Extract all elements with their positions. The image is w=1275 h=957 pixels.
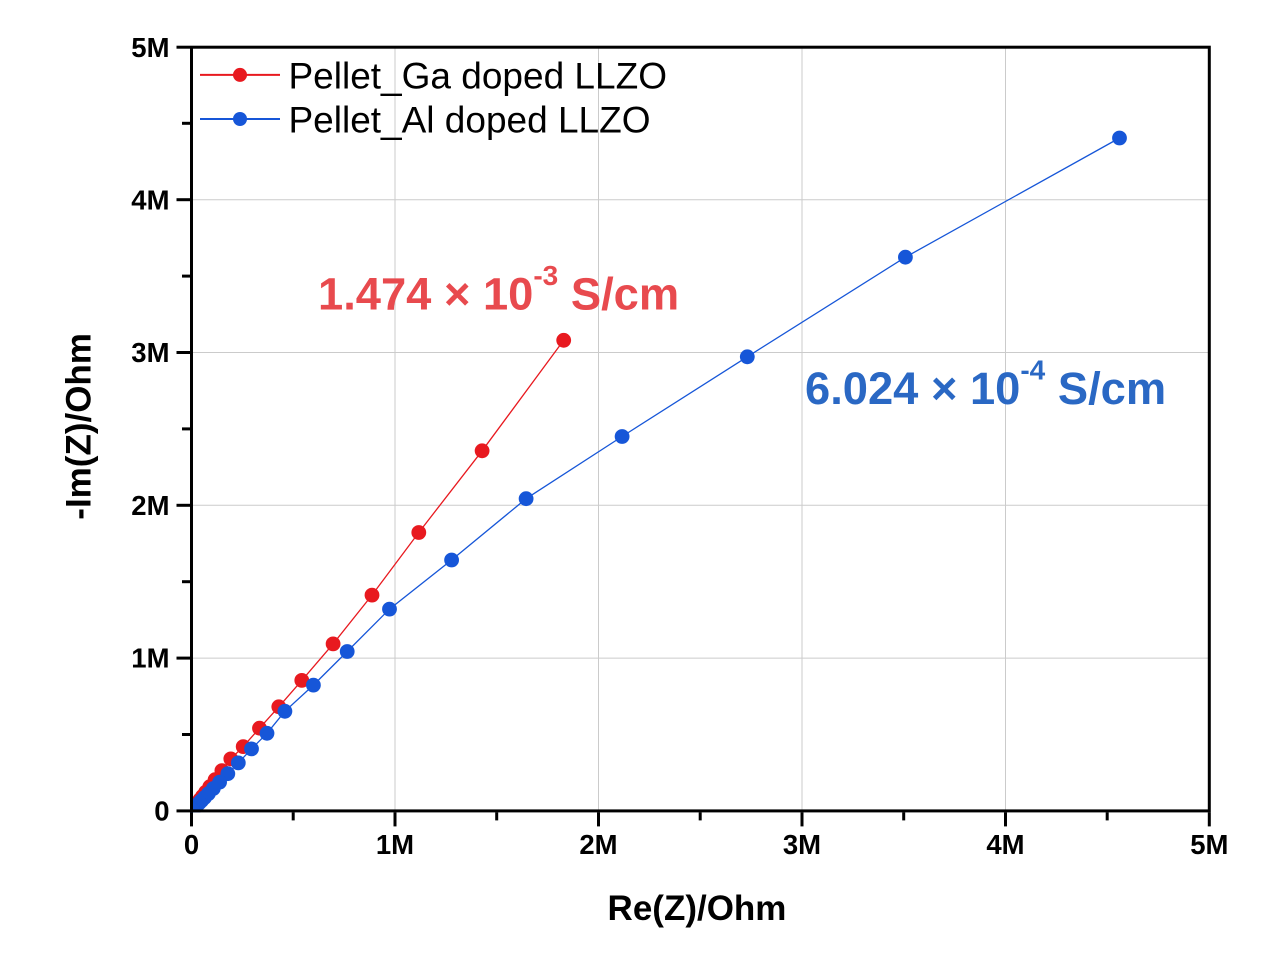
svg-text:2M: 2M: [579, 829, 617, 860]
svg-text:3M: 3M: [131, 337, 169, 368]
svg-text:Pellet_Ga doped LLZO: Pellet_Ga doped LLZO: [289, 55, 667, 96]
svg-text:0: 0: [154, 796, 169, 827]
svg-text:-Im(Z)/Ohm: -Im(Z)/Ohm: [60, 333, 99, 520]
svg-text:Re(Z)/Ohm: Re(Z)/Ohm: [608, 889, 787, 928]
svg-text:1.474 × 10-3 S/cm: 1.474 × 10-3 S/cm: [318, 260, 679, 320]
svg-text:5M: 5M: [131, 32, 169, 63]
svg-text:1M: 1M: [131, 643, 169, 674]
svg-text:2M: 2M: [131, 490, 169, 521]
svg-text:4M: 4M: [131, 184, 169, 215]
svg-text:6.024 × 10-4 S/cm: 6.024 × 10-4 S/cm: [805, 355, 1166, 415]
svg-text:4M: 4M: [986, 829, 1024, 860]
svg-text:5M: 5M: [1190, 829, 1228, 860]
svg-text:3M: 3M: [783, 829, 821, 860]
svg-text:Pellet_Al doped LLZO: Pellet_Al doped LLZO: [289, 100, 651, 141]
svg-text:1M: 1M: [376, 829, 414, 860]
svg-text:0: 0: [184, 829, 199, 860]
